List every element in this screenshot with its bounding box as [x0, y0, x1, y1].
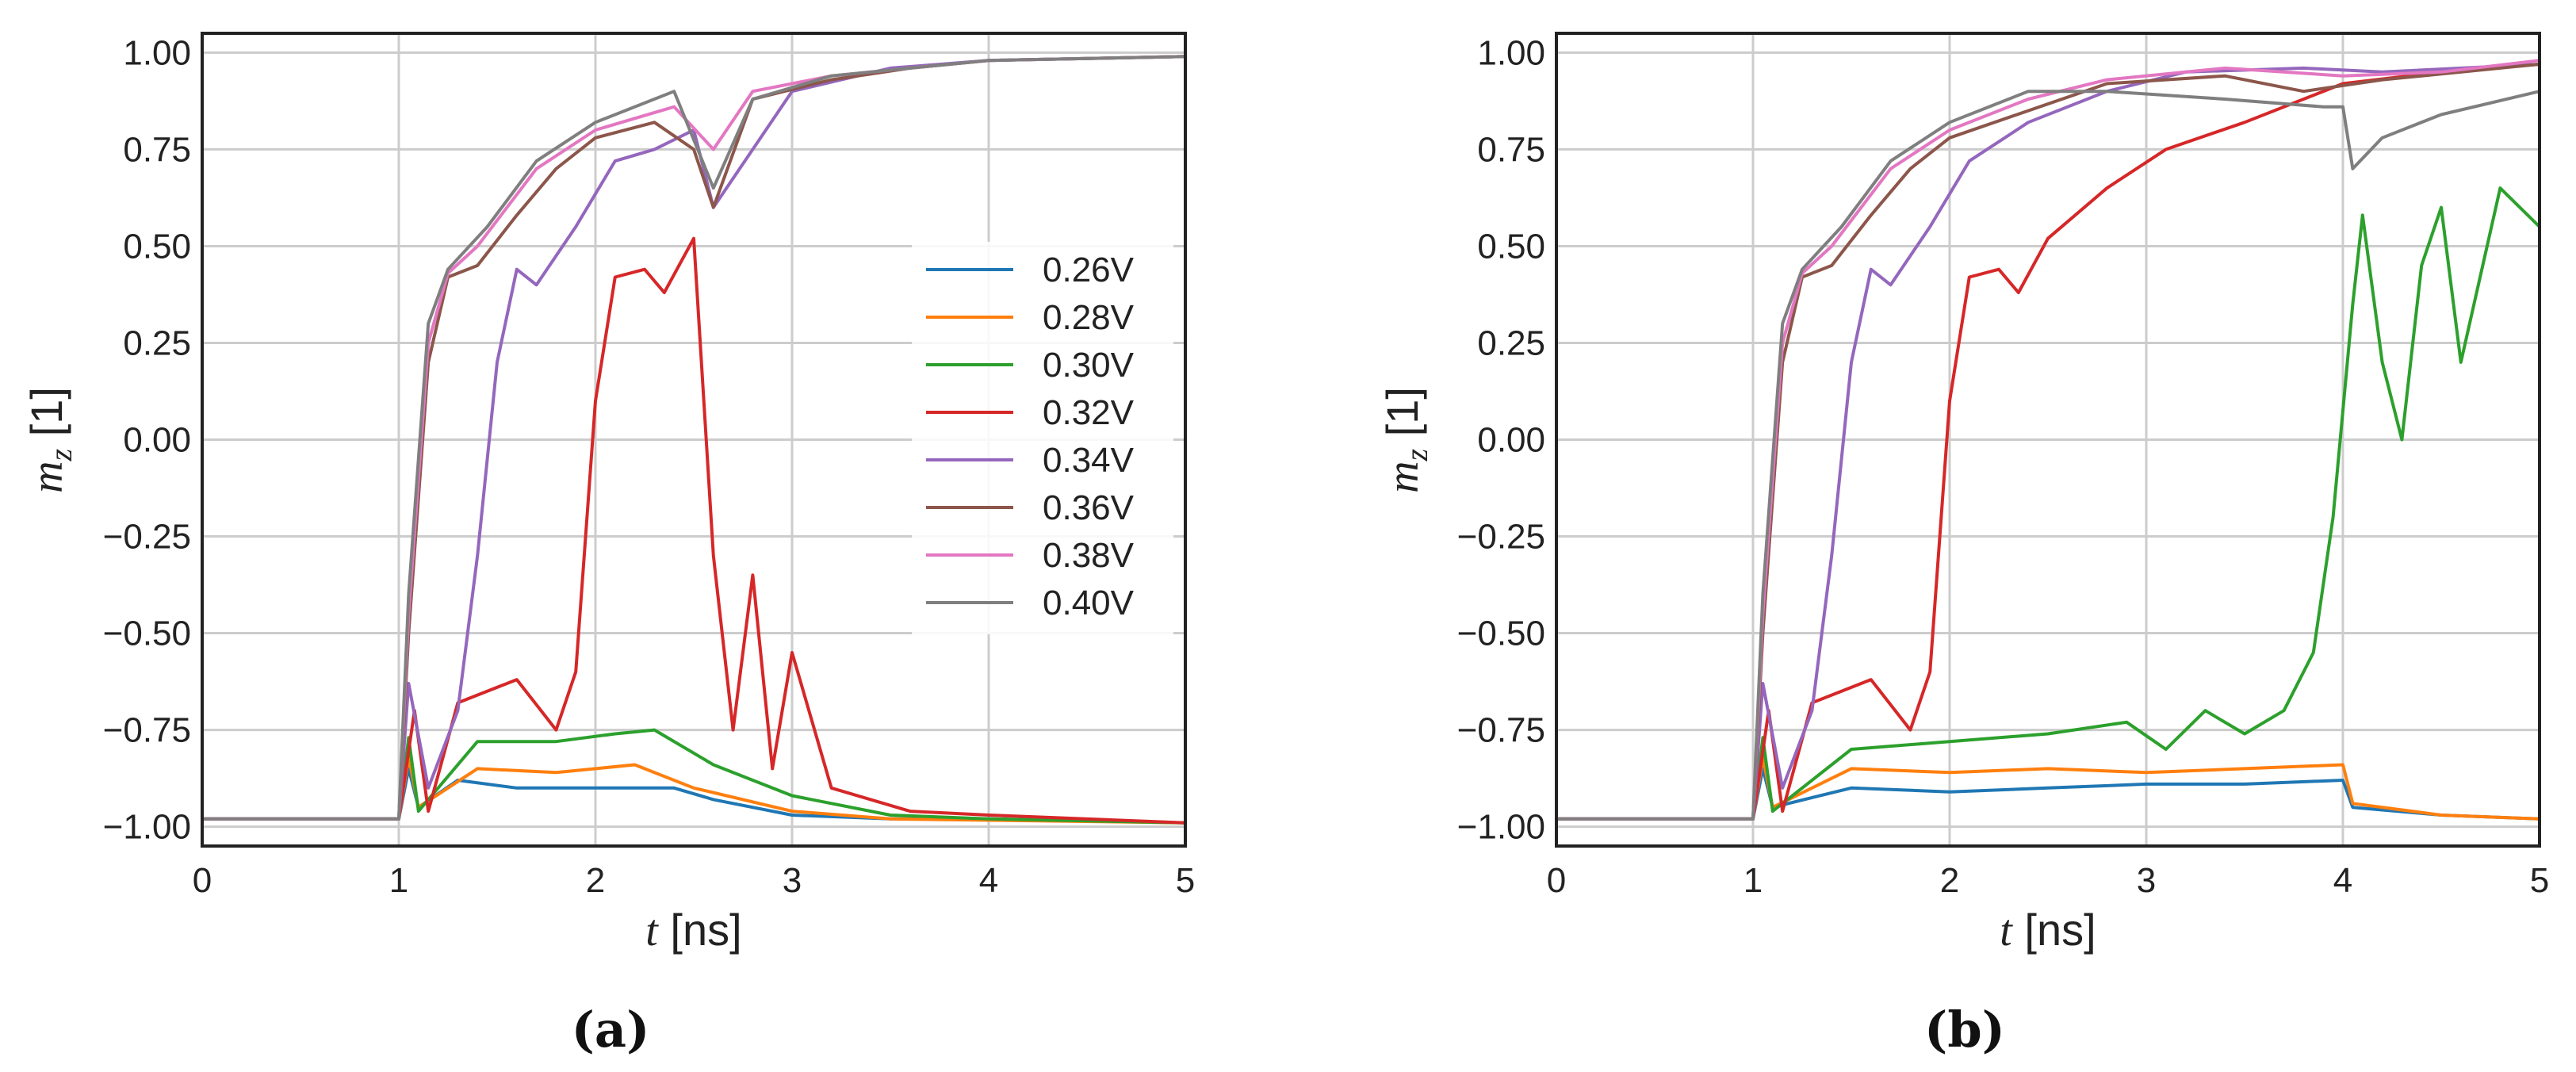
xticks-b: 0 1 2 3 4 5	[1547, 861, 2549, 900]
legend-label: 0.32V	[1043, 393, 1135, 432]
x-tick-label: 2	[586, 861, 605, 900]
panel-b: 1.00 0.75 0.50 0.25 0.00 −0.25 −0.50 −0.75 −1.00…	[1377, 32, 2549, 1059]
series-line-0.32V	[1556, 63, 2540, 821]
legend-label: 0.38V	[1043, 536, 1135, 575]
y-tick-label: 1.00	[1477, 33, 1545, 72]
caption-b: (b)	[1924, 1001, 2005, 1059]
legend-label: 0.34V	[1043, 441, 1135, 480]
series-line-0.32V	[202, 236, 1186, 825]
y-tick-label: −1.00	[1457, 808, 1545, 847]
legend-label: 0.26V	[1043, 251, 1135, 289]
x-tick-label: 5	[2530, 861, 2549, 900]
legend-a: 0.26V 0.28V 0.30V 0.32V 0.34V 0.36V 0.38V 0.40V	[912, 242, 1173, 634]
yticks-b: 1.00 0.75 0.50 0.25 0.00 −0.25 −0.50 −0.75 −1.00	[1457, 33, 1545, 846]
series-b	[1556, 59, 2541, 821]
y-tick-label: −0.50	[103, 614, 191, 653]
y-tick-label: 0.00	[123, 421, 191, 460]
y-tick-label: −0.75	[1457, 711, 1545, 750]
x-axis-label-a: t [ns]	[645, 905, 741, 955]
x-tick-label: 1	[389, 861, 408, 900]
series-a	[202, 55, 1186, 825]
y-tick-label: 0.75	[1477, 130, 1545, 169]
legend-box	[912, 242, 1173, 634]
series-line-0.26V	[1556, 767, 2540, 821]
x-tick-label: 1	[1743, 861, 1763, 900]
y-tick-label: 1.00	[123, 33, 191, 72]
y-axis-label-b: mz [1]	[1377, 387, 1434, 493]
x-axis-label-b: t [ns]	[2000, 905, 2096, 955]
x-tick-label: 0	[1547, 861, 1566, 900]
y-tick-label: −0.50	[1457, 614, 1545, 653]
series-line-0.40V	[202, 55, 1186, 821]
caption-a: (a)	[572, 1001, 650, 1059]
y-tick-label: 0.75	[123, 130, 191, 169]
series-line-0.30V	[1556, 186, 2541, 821]
xticks-a: 0 1 2 3 4 5	[193, 861, 1195, 900]
legend-label: 0.36V	[1043, 488, 1135, 527]
y-axis-label-a: mz [1]	[21, 387, 78, 493]
y-tick-label: 0.50	[123, 227, 191, 266]
y-tick-label: 0.25	[123, 324, 191, 362]
series-line-0.34V	[202, 55, 1186, 821]
y-tick-label: 0.50	[1477, 227, 1545, 266]
y-tick-label: −0.25	[103, 518, 191, 557]
x-tick-label: 3	[2137, 861, 2156, 900]
series-line-0.34V	[1556, 63, 2540, 821]
panel-a: 1.00 0.75 0.50 0.25 0.00 −0.25 −0.50 −0.75 −1.00…	[21, 32, 1195, 1059]
legend-label: 0.30V	[1043, 346, 1135, 385]
legend-label: 0.40V	[1043, 584, 1135, 622]
y-tick-label: 0.00	[1477, 421, 1545, 460]
x-tick-label: 5	[1176, 861, 1195, 900]
x-tick-label: 4	[2333, 861, 2352, 900]
axes-frame-a	[201, 32, 1187, 848]
axes-frame-b	[1555, 32, 2541, 848]
y-tick-label: −1.00	[103, 808, 191, 847]
legend-label: 0.28V	[1043, 298, 1135, 337]
x-tick-label: 4	[979, 861, 998, 900]
series-line-0.40V	[1556, 90, 2540, 821]
x-tick-label: 3	[783, 861, 802, 900]
series-line-0.30V	[202, 728, 1186, 825]
y-tick-label: −0.75	[103, 711, 191, 750]
y-tick-label: 0.25	[1477, 324, 1545, 362]
x-tick-label: 0	[193, 861, 212, 900]
x-tick-label: 2	[1940, 861, 1959, 900]
y-tick-label: −0.25	[1457, 518, 1545, 557]
yticks-a: 1.00 0.75 0.50 0.25 0.00 −0.25 −0.50 −0.75 −1.00	[103, 33, 191, 846]
